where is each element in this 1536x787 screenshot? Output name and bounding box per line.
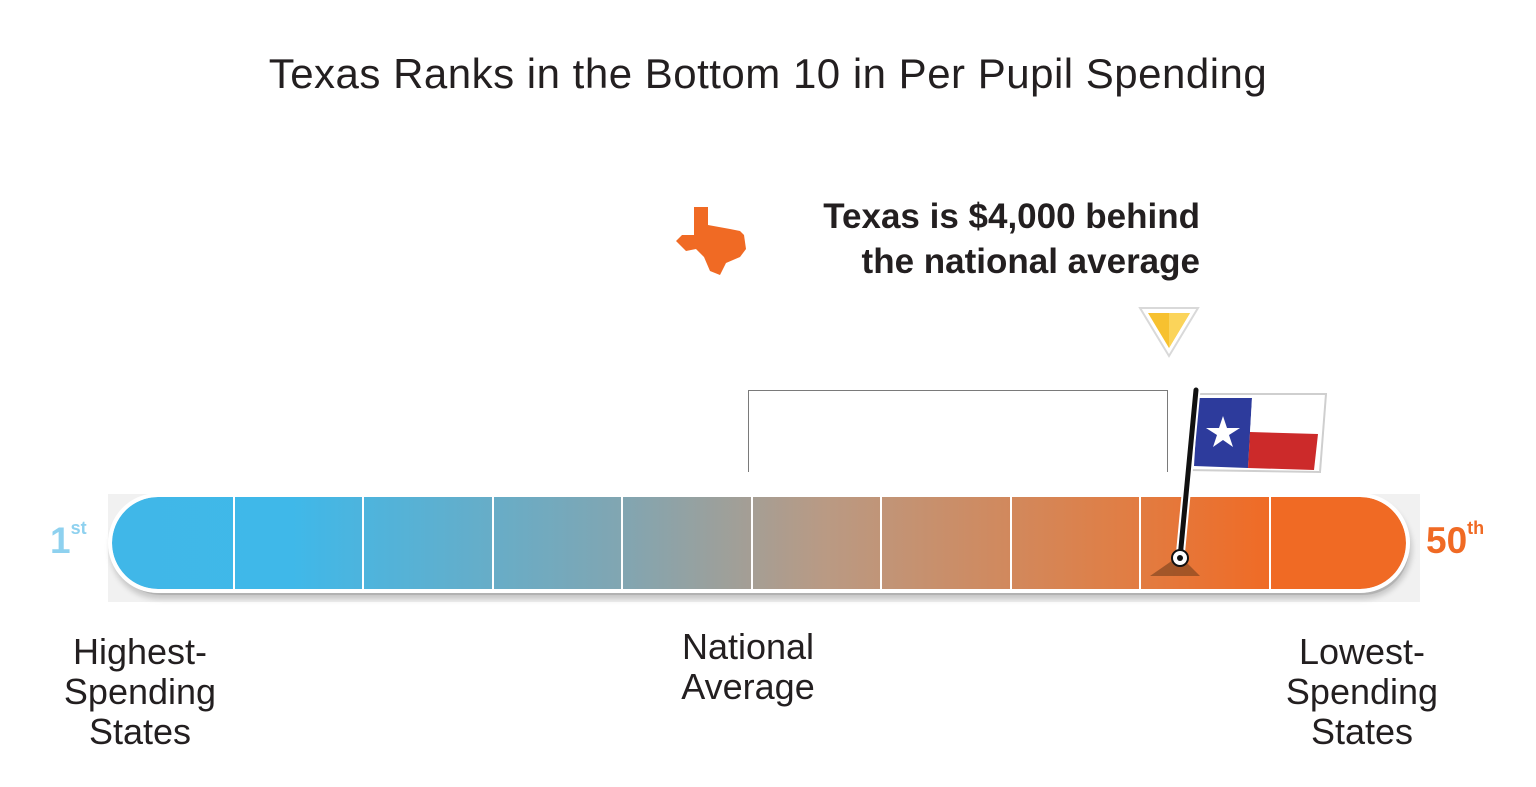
lowest-spending-label: Lowest- Spending States [1285, 631, 1439, 752]
texas-flag-icon [1150, 385, 1328, 576]
page-title: Texas Ranks in the Bottom 10 in Per Pupi… [268, 50, 1268, 97]
scale-bar-outline [108, 493, 1410, 593]
down-triangle-pointer-icon [1138, 307, 1200, 358]
scale-segment-divider [1268, 497, 1271, 589]
callout-line-2: the national average [861, 242, 1200, 281]
callout-line-1: Texas is $4,000 behind [823, 197, 1200, 236]
scale-segment-divider [1139, 497, 1141, 589]
national-average-label: National Average [681, 626, 815, 707]
gap-bracket [748, 390, 1168, 472]
scale-segment-divider [1009, 497, 1012, 589]
scale-segment-divider [880, 497, 882, 589]
scale-segment-divider [491, 497, 494, 589]
rank-last-label: 50th [1426, 517, 1485, 561]
rank-first-label: 1st [50, 517, 87, 561]
scale-segment-divider [362, 497, 364, 589]
texas-state-icon [676, 207, 746, 275]
highest-spending-label: Highest- Spending States [63, 631, 217, 752]
scale-segment-divider [232, 497, 235, 589]
scale-segment-divider [750, 497, 753, 589]
callout-text: Texas is $4,000 behind the national aver… [823, 194, 1200, 284]
scale-segment-divider [621, 497, 623, 589]
